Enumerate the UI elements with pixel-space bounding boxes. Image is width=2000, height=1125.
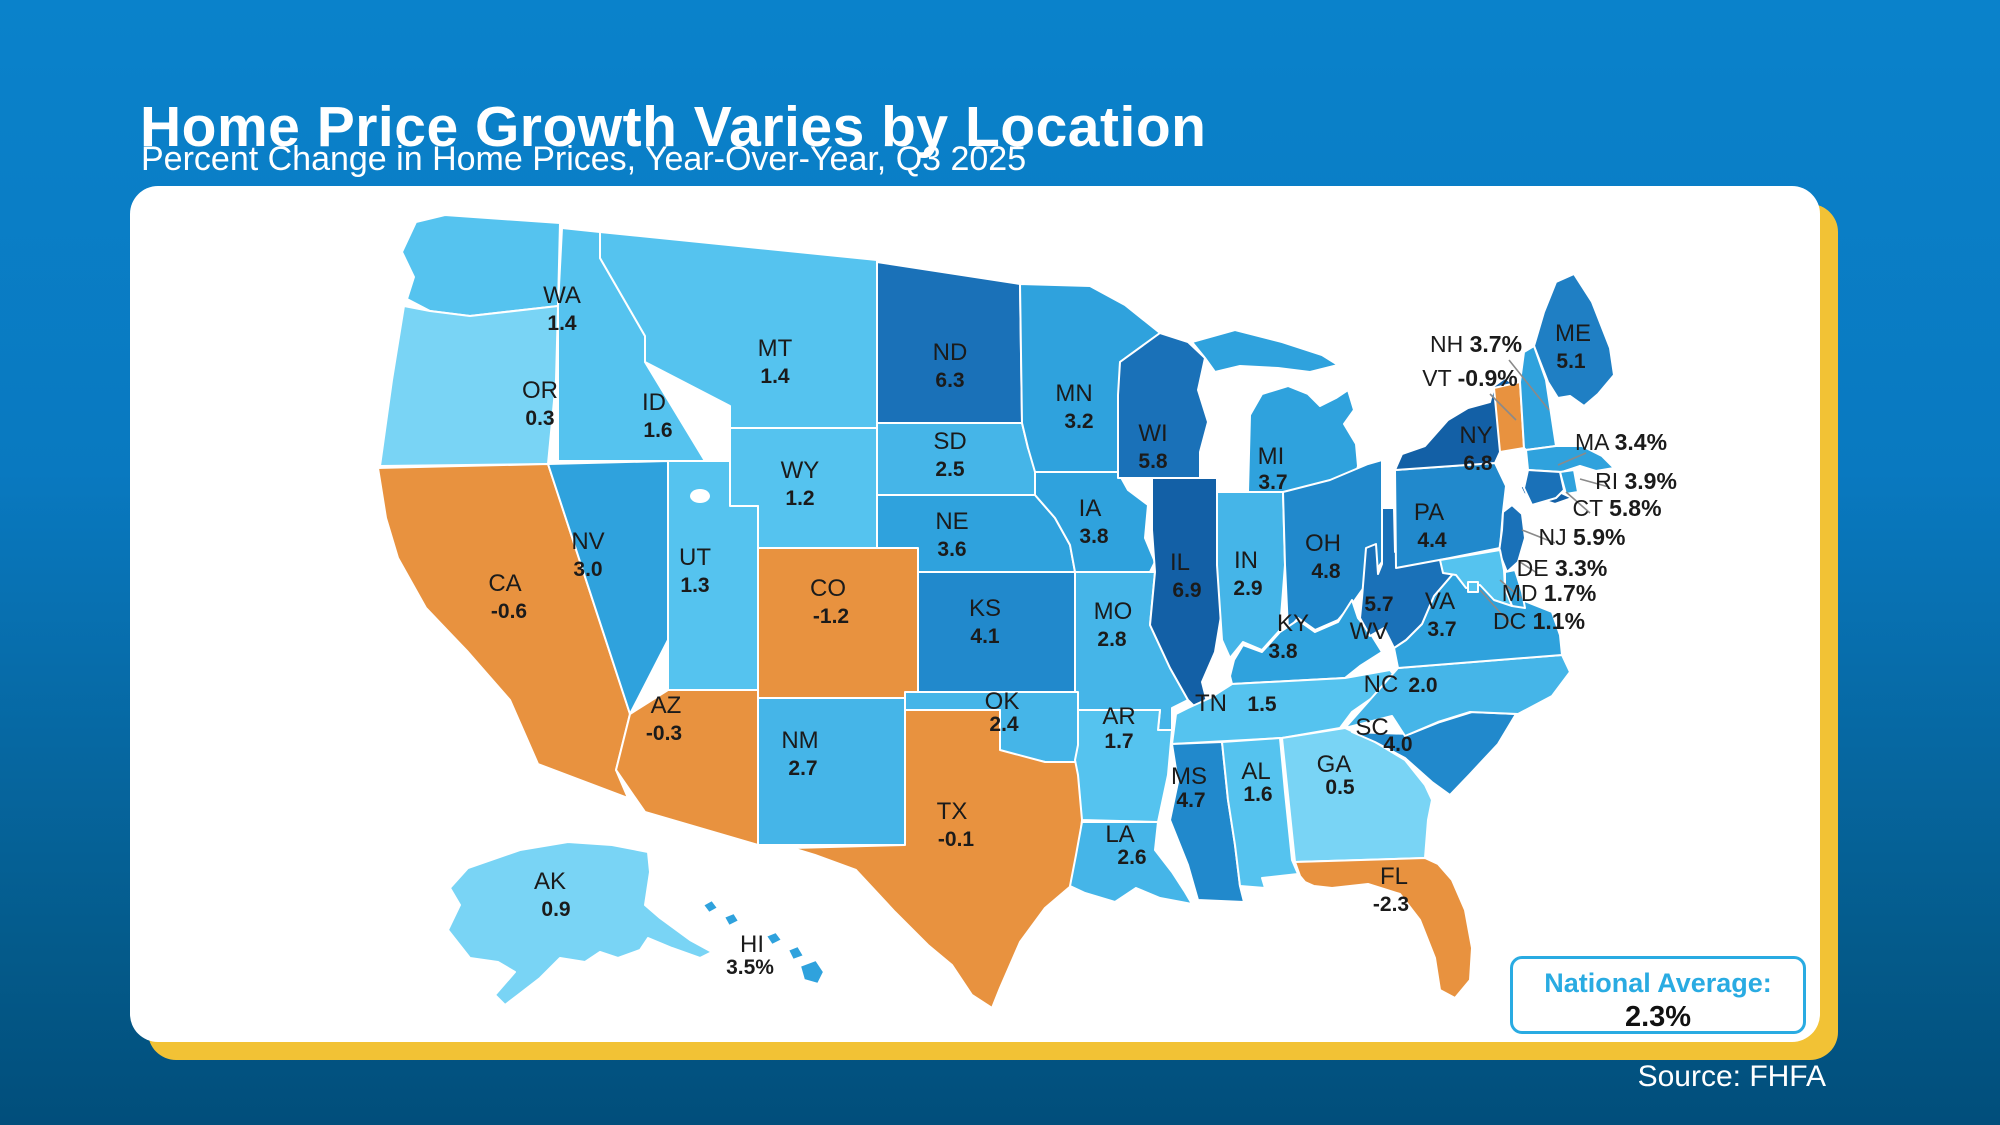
national-average-box: National Average: 2.3% [1510, 956, 1806, 1034]
page-title: Home Price Growth Varies by Location [140, 95, 1207, 160]
map-card [130, 186, 1820, 1042]
national-average-label: National Average: [1544, 968, 1772, 998]
page-subtitle: Percent Change in Home Prices, Year-Over… [141, 140, 1027, 178]
national-average-value: 2.3% [1624, 1001, 1692, 1033]
source-attribution: Source: FHFA [1637, 1060, 1826, 1093]
